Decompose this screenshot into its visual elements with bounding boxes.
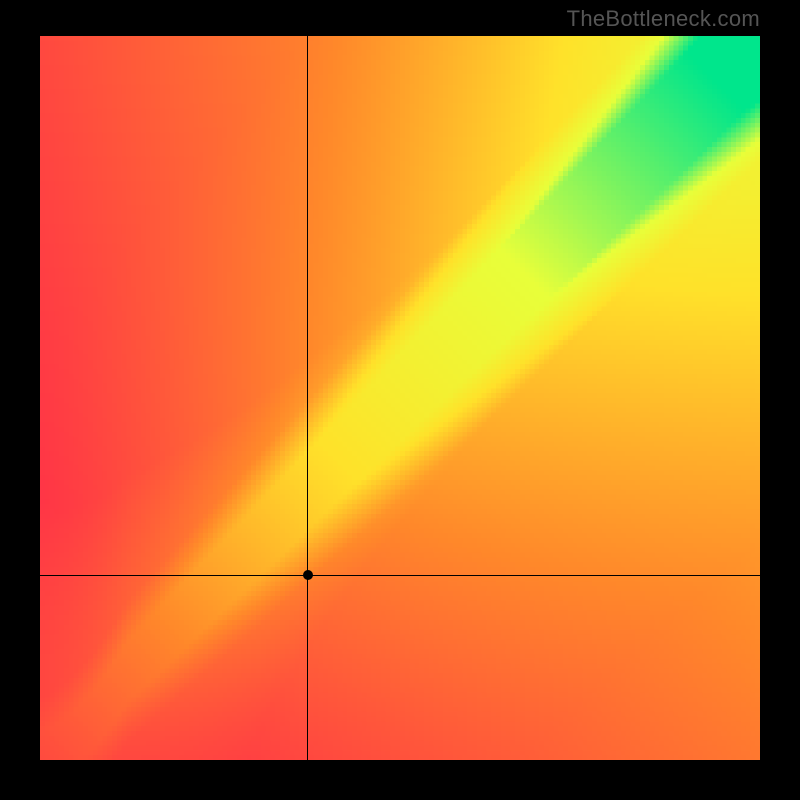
crosshair-horizontal bbox=[40, 575, 760, 576]
chart-container: TheBottleneck.com bbox=[0, 0, 800, 800]
plot-area bbox=[40, 36, 760, 760]
watermark-text: TheBottleneck.com bbox=[567, 6, 760, 32]
heatmap-canvas bbox=[40, 36, 760, 760]
crosshair-vertical bbox=[307, 36, 308, 760]
